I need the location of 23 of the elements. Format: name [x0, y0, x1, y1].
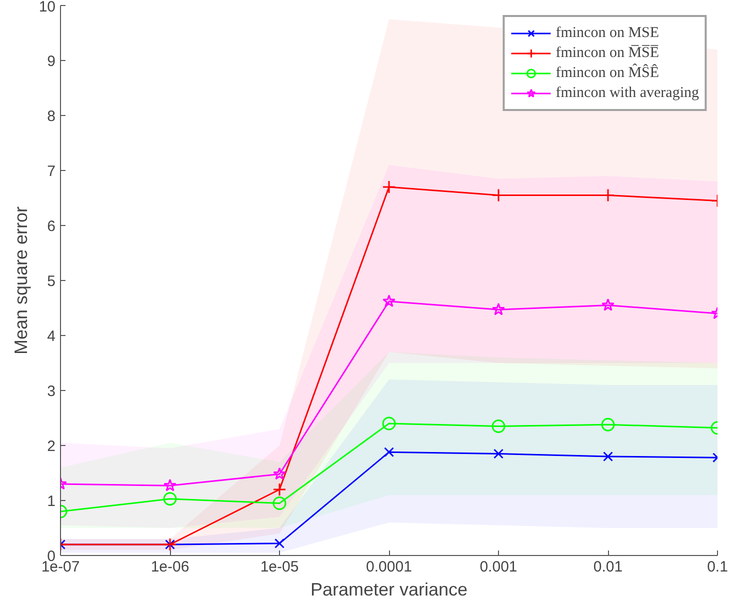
x-tick-label: 0.1	[707, 558, 728, 576]
x-tick-label: 0.001	[480, 558, 518, 576]
y-tick-label: 2	[47, 438, 56, 455]
y-tick-label: 7	[47, 163, 56, 180]
legend-label: fmincon with averaging	[556, 84, 699, 102]
x-axis-title: Parameter variance	[310, 580, 468, 600]
y-tick-label: 0	[47, 548, 56, 565]
y-tick-label: 6	[47, 218, 56, 235]
legend-label: fmincon on M̂ŜÊ	[556, 64, 660, 82]
x-tick-label: 0.0001	[366, 558, 412, 576]
x-tick-label: 0.01	[593, 558, 623, 576]
y-tick-label: 8	[47, 108, 56, 125]
x-tick-label: 1e-05	[260, 558, 299, 576]
y-tick-label: 9	[47, 53, 56, 70]
y-tick-label: 5	[47, 273, 56, 290]
legend-label: fmincon on MSE	[556, 24, 660, 42]
x-tick-label: 1e-06	[150, 558, 190, 576]
y-tick-label: 1	[47, 493, 56, 510]
y-tick-label: 3	[47, 383, 56, 400]
y-axis-title: Mean square error	[10, 206, 31, 355]
y-tick-label: 10	[38, 0, 56, 16]
legend-label: fmincon on M̅S̅E̅	[556, 44, 660, 62]
y-tick-label: 4	[47, 328, 56, 345]
